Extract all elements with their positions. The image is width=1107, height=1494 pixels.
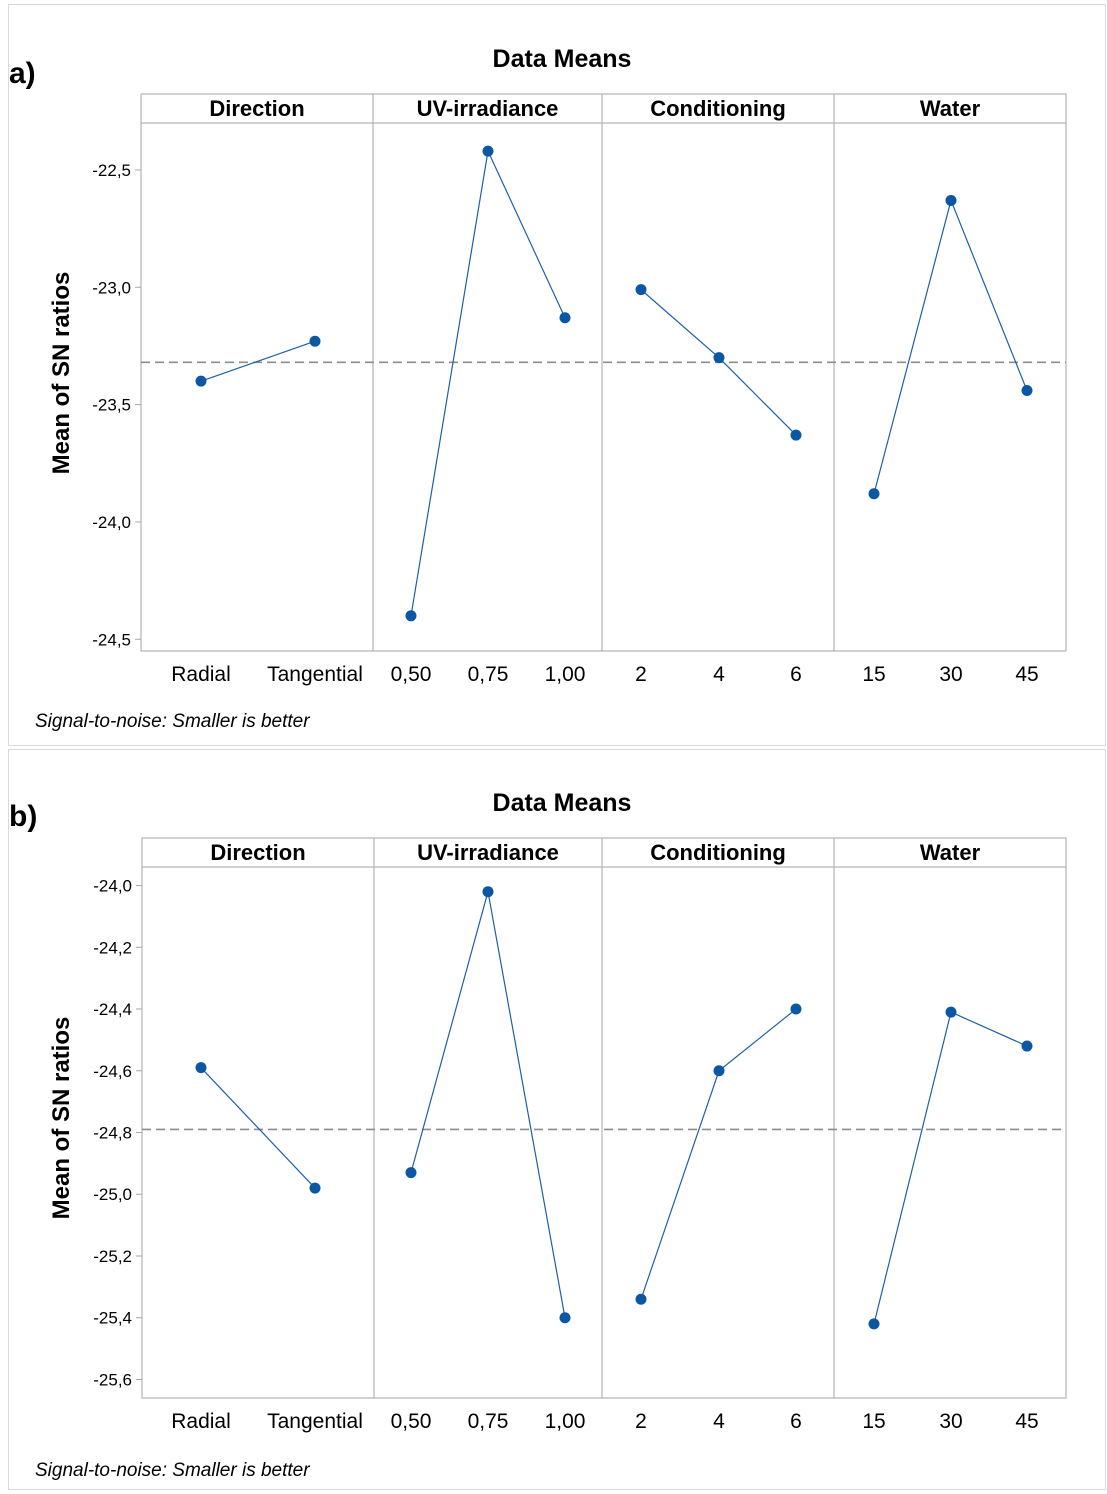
data-point (559, 1312, 571, 1324)
y-tick-label: -24,2 (93, 938, 132, 957)
x-tick-label: 0,75 (468, 1410, 509, 1433)
data-point (945, 1006, 957, 1018)
series-line (640, 1008, 797, 1300)
panel-label: b) (9, 800, 38, 833)
plot-frame (140, 93, 1067, 652)
chart-panel-b: b) Data Means Mean of SN ratios Signal-to-… (8, 749, 1106, 1490)
y-tick-label: -24,0 (92, 513, 131, 532)
x-tick-label: 15 (862, 663, 885, 686)
x-tick-label: 45 (1015, 1410, 1038, 1433)
y-tick-label: -25,0 (93, 1185, 132, 1204)
facet-label: Direction (210, 840, 305, 865)
y-tick-label: -25,2 (93, 1247, 132, 1266)
main-effects-chart-a: Data Means Mean of SN ratios Signal-to-noi… (35, 45, 1067, 732)
data-point (482, 145, 494, 157)
plot-frame (141, 837, 1067, 1399)
x-tick-label: 0,50 (391, 1410, 432, 1433)
series-line (200, 1067, 316, 1189)
data-point (559, 312, 571, 324)
x-tick-label: 30 (939, 1410, 962, 1433)
y-axis-label: Mean of SN ratios (48, 272, 75, 475)
x-tick-label: 4 (713, 663, 725, 686)
y-tick-label: -25,4 (93, 1309, 132, 1328)
data-point (195, 375, 207, 387)
x-tick-label: Tangential (267, 663, 363, 686)
data-point (309, 335, 321, 347)
x-tick-label: 0,50 (391, 663, 432, 686)
x-tick-label: 4 (713, 1410, 725, 1433)
facet-label: Water (920, 96, 981, 121)
series-line (873, 198, 1028, 494)
facet-label: Conditioning (650, 96, 786, 121)
series-line (200, 340, 316, 382)
facet-label: Conditioning (650, 840, 786, 865)
x-tick-label: 2 (635, 663, 647, 686)
data-point (1021, 385, 1033, 397)
data-point (405, 610, 417, 622)
data-point (790, 429, 802, 441)
x-tick-label: 30 (939, 663, 962, 686)
x-tick-label: Radial (171, 663, 231, 686)
x-tick-label: 6 (790, 1410, 802, 1433)
data-point (1021, 1040, 1033, 1052)
footnote: Signal-to-noise: Smaller is better (35, 711, 310, 732)
facet-label: Direction (209, 96, 304, 121)
x-tick-label: Radial (171, 1410, 231, 1433)
y-axis-label: Mean of SN ratios (48, 1017, 75, 1220)
y-tick-label: -23,5 (92, 396, 131, 415)
x-tick-label: 45 (1015, 663, 1038, 686)
y-tick-label: -22,5 (92, 161, 131, 180)
x-tick-label: 6 (790, 663, 802, 686)
chart-title: Data Means (493, 45, 632, 73)
chart-title: Data Means (493, 789, 632, 817)
y-tick-label: -23,0 (92, 278, 131, 297)
data-point (482, 886, 494, 898)
data-point (635, 284, 647, 296)
facet-label: UV-irradiance (417, 840, 559, 865)
x-tick-label: 1,00 (545, 663, 586, 686)
data-point (309, 1182, 321, 1194)
x-tick-label: 2 (635, 1410, 647, 1433)
data-point (713, 1065, 725, 1077)
series-line (410, 891, 566, 1318)
main-effects-chart-b: Data Means Mean of SN ratios Signal-to-noi… (35, 789, 1067, 1481)
x-tick-label: 1,00 (545, 1410, 586, 1433)
y-tick-label: -24,5 (92, 630, 131, 649)
data-point (195, 1062, 207, 1074)
data-point (713, 352, 725, 364)
y-tick-label: -24,4 (93, 1000, 132, 1019)
facet-label: Water (920, 840, 981, 865)
chart-panel-a: a) Data Means Mean of SN ratios Signal-to-… (8, 4, 1106, 746)
series-line (410, 149, 566, 616)
footnote: Signal-to-noise: Smaller is better (35, 1460, 310, 1481)
y-tick-label: -24,0 (93, 877, 132, 896)
x-tick-label: Tangential (267, 1410, 363, 1433)
data-point (790, 1003, 802, 1015)
data-point (405, 1167, 417, 1179)
facet-label: UV-irradiance (417, 96, 559, 121)
data-point (635, 1293, 647, 1305)
data-point (868, 1318, 880, 1330)
y-tick-label: -24,6 (93, 1062, 132, 1081)
series-line (873, 1011, 1028, 1325)
x-tick-label: 0,75 (468, 663, 509, 686)
y-tick-label: -24,8 (93, 1124, 132, 1143)
x-tick-label: 15 (862, 1410, 885, 1433)
y-tick-label: -25,6 (93, 1370, 132, 1389)
panel-label: a) (9, 57, 36, 90)
data-point (945, 194, 957, 206)
data-point (868, 488, 880, 500)
